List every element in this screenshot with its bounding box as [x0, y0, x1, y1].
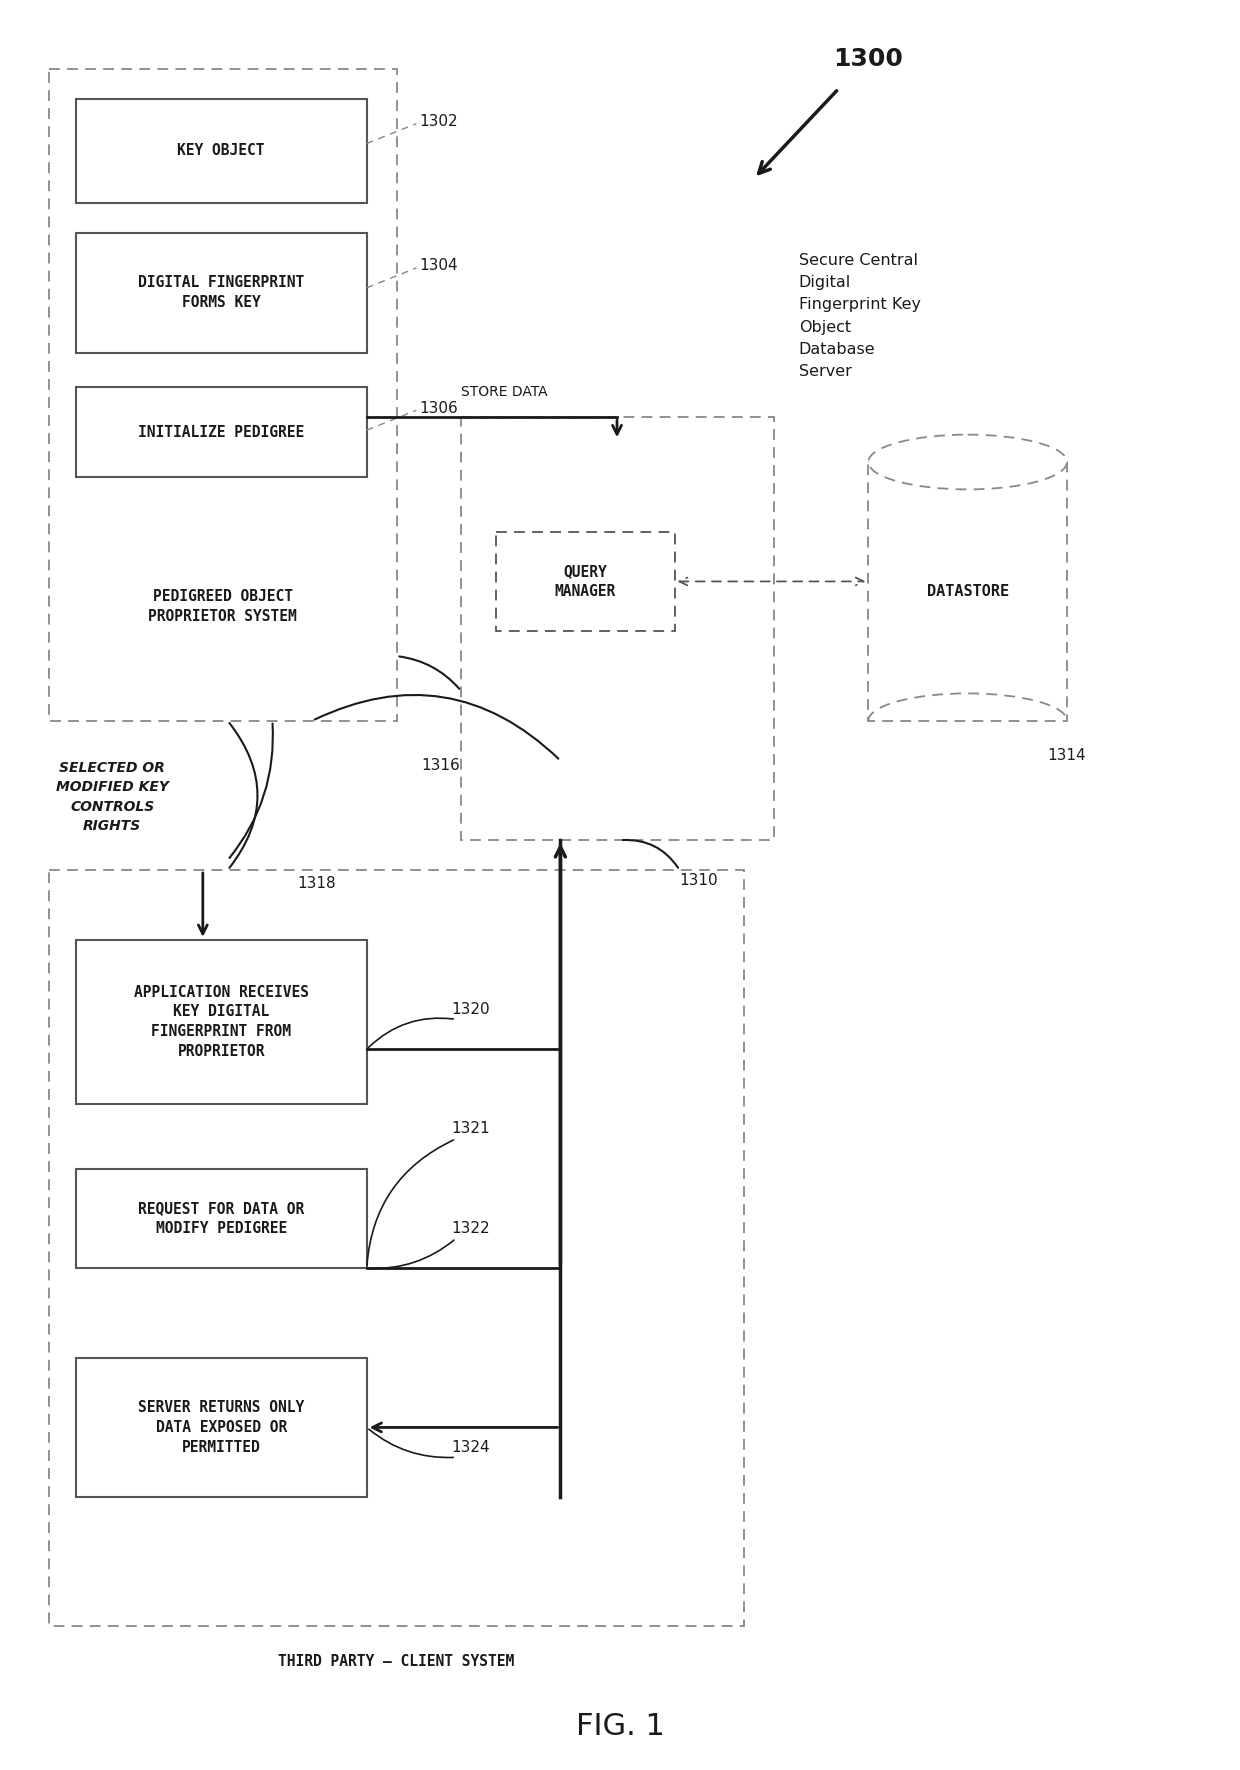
Text: APPLICATION RECEIVES
KEY DIGITAL
FINGERPRINT FROM
PROPRIETOR: APPLICATION RECEIVES KEY DIGITAL FINGERP… — [134, 984, 309, 1058]
FancyArrowPatch shape — [368, 1018, 454, 1048]
Text: INITIALIZE PEDIGREE: INITIALIZE PEDIGREE — [138, 425, 304, 439]
Text: 1300: 1300 — [833, 48, 903, 71]
Text: QUERY
MANAGER: QUERY MANAGER — [554, 565, 616, 598]
Bar — [496, 531, 675, 632]
Bar — [76, 234, 367, 352]
Text: DATASTORE: DATASTORE — [926, 584, 1008, 598]
Text: 1322: 1322 — [451, 1221, 490, 1235]
Text: DIGITAL FINGERPRINT
FORMS KEY: DIGITAL FINGERPRINT FORMS KEY — [138, 276, 304, 310]
Text: 1318: 1318 — [298, 876, 336, 890]
Text: 1310: 1310 — [680, 873, 718, 887]
Text: 1314: 1314 — [1047, 749, 1086, 763]
Text: KEY OBJECT: KEY OBJECT — [177, 143, 265, 159]
Text: PEDIGREED OBJECT
PROPRIETOR SYSTEM: PEDIGREED OBJECT PROPRIETOR SYSTEM — [149, 589, 298, 623]
Bar — [48, 871, 744, 1627]
Bar — [76, 1358, 367, 1497]
FancyArrowPatch shape — [399, 657, 459, 689]
Text: THIRD PARTY – CLIENT SYSTEM: THIRD PARTY – CLIENT SYSTEM — [279, 1653, 515, 1669]
Text: 1320: 1320 — [451, 1002, 490, 1018]
Bar — [76, 99, 367, 204]
Text: 1302: 1302 — [419, 113, 458, 129]
FancyArrowPatch shape — [315, 696, 558, 759]
Text: 1304: 1304 — [419, 258, 458, 273]
Text: Secure Central
Digital
Fingerprint Key
Object
Database
Server: Secure Central Digital Fingerprint Key O… — [799, 253, 921, 379]
FancyArrowPatch shape — [229, 722, 258, 867]
FancyArrowPatch shape — [367, 1140, 454, 1266]
Text: SELECTED OR
MODIFIED KEY
CONTROLS
RIGHTS: SELECTED OR MODIFIED KEY CONTROLS RIGHTS — [56, 761, 169, 834]
Ellipse shape — [868, 435, 1066, 489]
FancyArrowPatch shape — [370, 1241, 454, 1269]
FancyArrowPatch shape — [229, 724, 273, 858]
Bar — [461, 418, 774, 841]
Text: 1316: 1316 — [422, 758, 460, 773]
Text: 1321: 1321 — [451, 1122, 490, 1136]
Text: 1306: 1306 — [419, 400, 458, 416]
Bar — [48, 69, 397, 720]
Text: SERVER RETURNS ONLY
DATA EXPOSED OR
PERMITTED: SERVER RETURNS ONLY DATA EXPOSED OR PERM… — [138, 1400, 304, 1455]
Bar — [76, 940, 367, 1104]
Bar — [76, 388, 367, 476]
FancyArrowPatch shape — [622, 841, 678, 867]
Text: FIG. 1: FIG. 1 — [575, 1712, 665, 1740]
Text: STORE DATA: STORE DATA — [461, 386, 548, 400]
Bar — [76, 1168, 367, 1267]
Text: 1324: 1324 — [451, 1439, 490, 1455]
Bar — [868, 462, 1066, 720]
Text: REQUEST FOR DATA OR
MODIFY PEDIGREE: REQUEST FOR DATA OR MODIFY PEDIGREE — [138, 1202, 304, 1235]
FancyArrowPatch shape — [368, 1428, 454, 1457]
